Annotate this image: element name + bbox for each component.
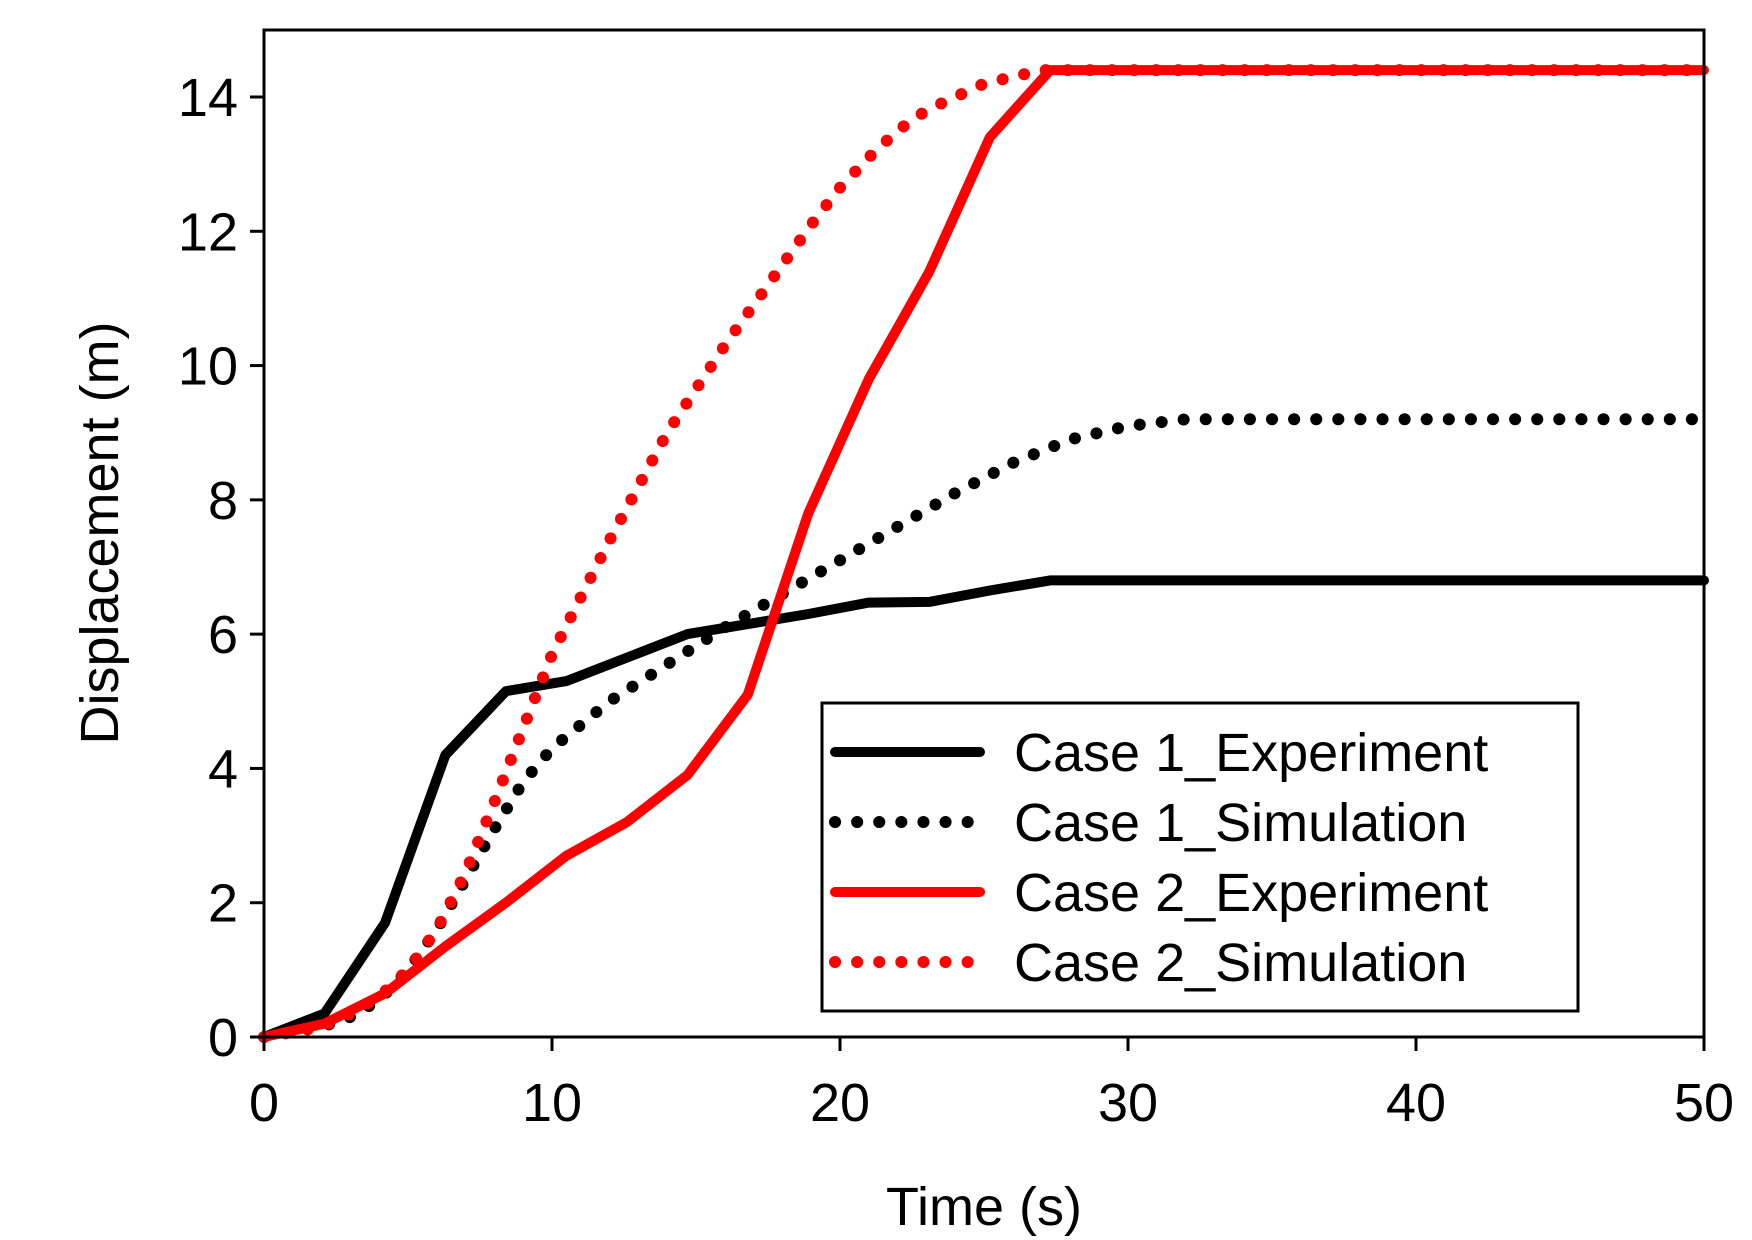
- x-tick-label: 50: [1674, 1073, 1734, 1133]
- y-tick-label: 6: [208, 605, 238, 665]
- series-layer: [258, 64, 1710, 1043]
- x-tick-label: 30: [1098, 1073, 1158, 1133]
- legend-label: Case 2_Experiment: [1014, 863, 1488, 923]
- x-tick-label: 10: [522, 1073, 582, 1133]
- legend-label: Case 2_Simulation: [1014, 933, 1467, 993]
- plot-frame: [262, 28, 1706, 1039]
- x-tick-label: 20: [810, 1073, 870, 1133]
- x-axis-title: Time (s): [886, 1177, 1082, 1237]
- x-tick-label: 0: [249, 1073, 279, 1133]
- legend: Case 1_Experiment Case 1_Simulation Case 2…: [820, 701, 1580, 1013]
- y-tick-label: 12: [178, 202, 238, 262]
- series-line-4: [258, 64, 1710, 1043]
- axis-ticks: 0 10 20 30 40 50 0 2 4 6 8 10 12 14: [178, 68, 1734, 1133]
- y-tick-label: 8: [208, 471, 238, 531]
- series-line-1: [259, 575, 1709, 1042]
- y-tick-label: 4: [208, 739, 238, 799]
- x-tick-label: 40: [1386, 1073, 1446, 1133]
- y-tick-label: 10: [178, 337, 238, 397]
- y-tick-label: 2: [208, 874, 238, 934]
- y-tick-label: 14: [178, 68, 238, 128]
- y-axis-title: Displacement (m): [70, 321, 130, 744]
- legend-label: Case 1_Experiment: [1014, 723, 1488, 783]
- legend-label: Case 1_Simulation: [1014, 793, 1467, 853]
- y-tick-label: 0: [208, 1008, 238, 1068]
